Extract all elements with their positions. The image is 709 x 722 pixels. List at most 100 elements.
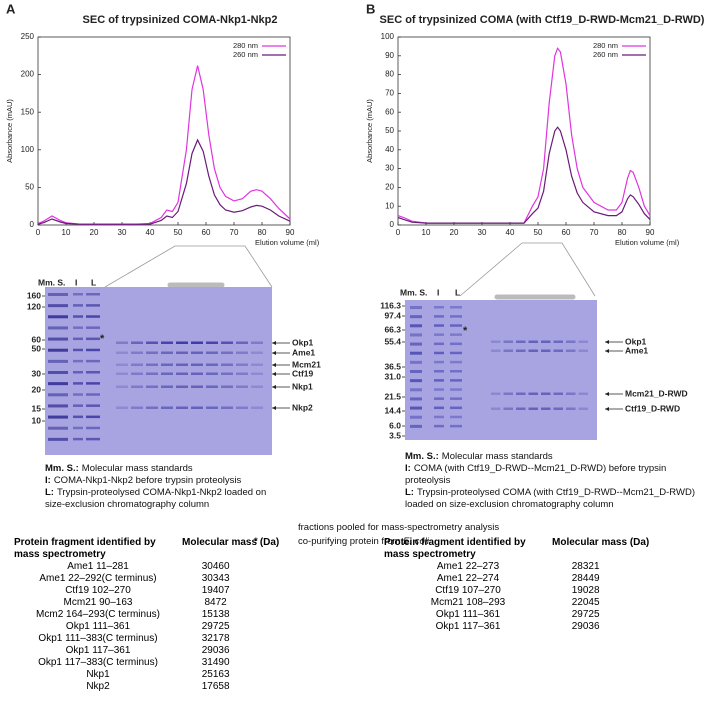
- gel-band: [541, 349, 551, 352]
- gel-band: [251, 406, 263, 409]
- y-tick-label: 20: [385, 183, 394, 192]
- y-tick-label: 150: [21, 107, 35, 116]
- cell-fragment: Ctf19 107–270: [435, 585, 501, 596]
- table-a: Protein fragment identified by mass spec…: [14, 537, 279, 693]
- y-tick-label: 250: [21, 32, 35, 41]
- cell-fragment: Ame1 22–292(C terminus): [39, 573, 157, 584]
- cell-fragment: Ame1 11–281: [67, 561, 129, 572]
- cell-mass: 29725: [571, 609, 600, 620]
- gel-band: [73, 337, 83, 341]
- gel-band: [541, 392, 551, 395]
- caption-term: L:: [45, 487, 54, 498]
- gel-band: [236, 363, 248, 366]
- gel-band: [73, 315, 83, 318]
- gel-band: [236, 406, 248, 409]
- gel-band: [191, 351, 203, 354]
- gel-band: [146, 372, 158, 375]
- cell-fragment: Okp1 111–383(C terminus): [38, 633, 158, 644]
- cell-mass: 19028: [571, 585, 600, 596]
- gel-band: [131, 341, 143, 344]
- caption-line: Mm. S.: Molecular mass standards: [405, 451, 705, 463]
- cell-mass: 28449: [571, 573, 600, 584]
- gel-band: [86, 393, 100, 396]
- arrow-head: [272, 372, 276, 376]
- gel-band: [491, 349, 501, 352]
- gel-band: [434, 406, 444, 410]
- gel-band: [48, 326, 68, 330]
- gel-band: [48, 293, 68, 296]
- gel-band: [528, 349, 538, 352]
- gel-band: [86, 315, 100, 318]
- gel-band: [528, 407, 538, 410]
- marker-label: 20: [32, 384, 42, 394]
- gel-band: [86, 426, 100, 430]
- header-cell: Molecular mass (Da): [182, 537, 280, 548]
- lane-label: I: [437, 287, 439, 297]
- gel-band: [434, 397, 444, 400]
- caption-line: Mm. S.: Molecular mass standards: [45, 463, 275, 475]
- legend-text: co-purifying protein from: [298, 536, 401, 547]
- gel-band: [491, 340, 501, 343]
- arrow-head: [272, 363, 276, 367]
- x-tick-label: 90: [646, 228, 655, 237]
- cell-fragment: Okp1 117–383(C terminus): [38, 657, 158, 668]
- gel-band: [176, 385, 188, 388]
- gel-band: [191, 372, 203, 375]
- gel-band: [48, 359, 68, 363]
- gel-band: [410, 306, 422, 309]
- caption-a: Mm. S.: Molecular mass standards I: COMA-Nk…: [45, 463, 275, 511]
- legend-label: 280 nm: [593, 41, 618, 50]
- gel-band: [86, 382, 100, 385]
- gel-band: [161, 351, 173, 354]
- gel-band: [578, 392, 588, 395]
- gel-band: [410, 333, 422, 337]
- legend-label: 260 nm: [593, 50, 618, 59]
- gel-band: [566, 407, 576, 410]
- cell-mass: 19407: [201, 585, 230, 596]
- caption-line: L: Trypsin-proteolysed COMA (with Ctf19_D…: [405, 487, 705, 511]
- cell-mass: 29036: [201, 645, 230, 656]
- x-tick-label: 90: [286, 228, 295, 237]
- gel-band: [450, 351, 462, 355]
- gel-band: [528, 340, 538, 343]
- table-row: Ame1 22–273 28321: [384, 561, 649, 573]
- table-row: Ctf19 102–270 19407: [14, 585, 279, 597]
- gel-band: [410, 397, 422, 401]
- gel-band: [86, 337, 100, 341]
- x-tick-label: 10: [62, 228, 71, 237]
- lane-label: Mm. S.: [400, 287, 427, 297]
- gel-band: [450, 406, 462, 410]
- cell-fragment: Mcm2 164–293(C terminus): [36, 609, 160, 620]
- arrow-head: [272, 406, 276, 410]
- arrow-head: [272, 351, 276, 355]
- marker-label: 15: [32, 403, 42, 413]
- gel-band: [450, 379, 462, 382]
- y-tick-label: 90: [385, 51, 394, 60]
- gel-band: [221, 341, 233, 344]
- y-tick-label: 70: [385, 89, 394, 98]
- y-tick-label: 100: [381, 32, 395, 41]
- gel-band: [48, 337, 68, 341]
- gel-band: [566, 392, 576, 395]
- gel-band: [251, 341, 263, 344]
- gel-band: [86, 304, 100, 307]
- series-line: [397, 47, 651, 224]
- star: *: [463, 325, 468, 337]
- gel-band: [251, 385, 263, 388]
- gel-band: [206, 341, 218, 344]
- band-label: Okp1: [625, 336, 647, 346]
- gel-band: [116, 341, 128, 344]
- y-tick-label: 10: [385, 201, 394, 210]
- gel-band: [410, 315, 422, 319]
- gel-band: [566, 349, 576, 352]
- table-row: Okp1 117–383(C terminus) 31490: [14, 657, 279, 669]
- caption-text: COMA (with Ctf19_D-RWD--Mcm21_D-RWD) bef…: [405, 463, 667, 486]
- gel-band: [48, 315, 68, 319]
- header-cell: Molecular mass (Da): [552, 537, 650, 548]
- cell-fragment: Okp1 111–361: [65, 621, 131, 632]
- gel-band: [434, 324, 444, 327]
- gel-band: [410, 342, 422, 346]
- gel-band: [553, 392, 563, 395]
- gel-band: [146, 351, 158, 354]
- marker-label: 55.4: [384, 336, 401, 346]
